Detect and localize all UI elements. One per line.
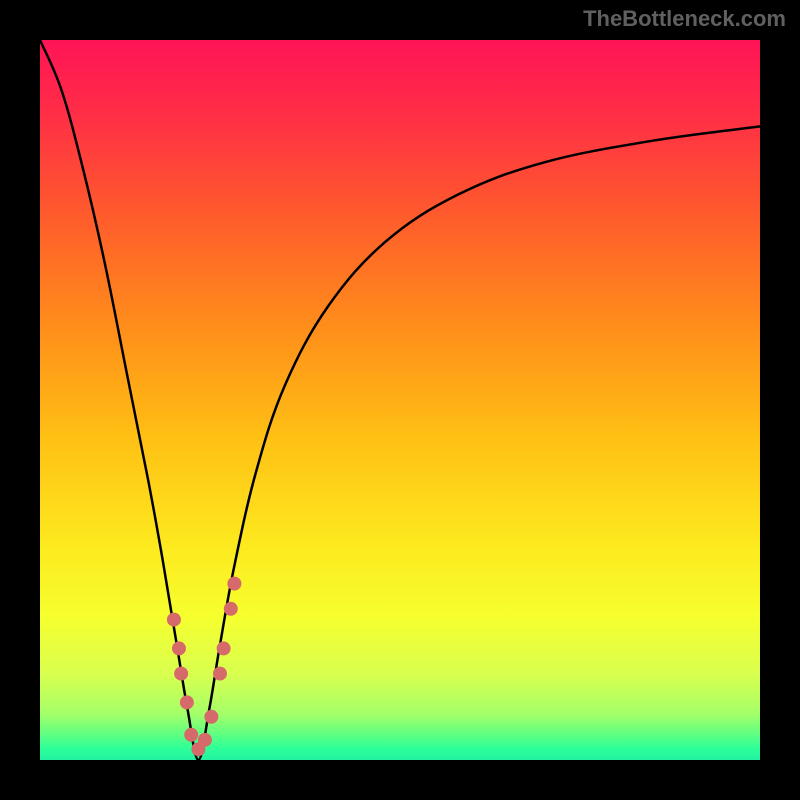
data-marker [167, 613, 181, 627]
data-marker [180, 695, 194, 709]
data-marker [172, 641, 186, 655]
chart-container: TheBottleneck.com [0, 0, 800, 800]
plot-area [40, 40, 760, 760]
data-marker [227, 577, 241, 591]
data-marker [217, 641, 231, 655]
data-marker [224, 602, 238, 616]
data-marker [213, 667, 227, 681]
data-marker [204, 710, 218, 724]
watermark-text: TheBottleneck.com [583, 6, 786, 32]
data-marker [174, 667, 188, 681]
data-marker [184, 728, 198, 742]
data-marker [198, 733, 212, 747]
chart-svg [0, 0, 800, 800]
